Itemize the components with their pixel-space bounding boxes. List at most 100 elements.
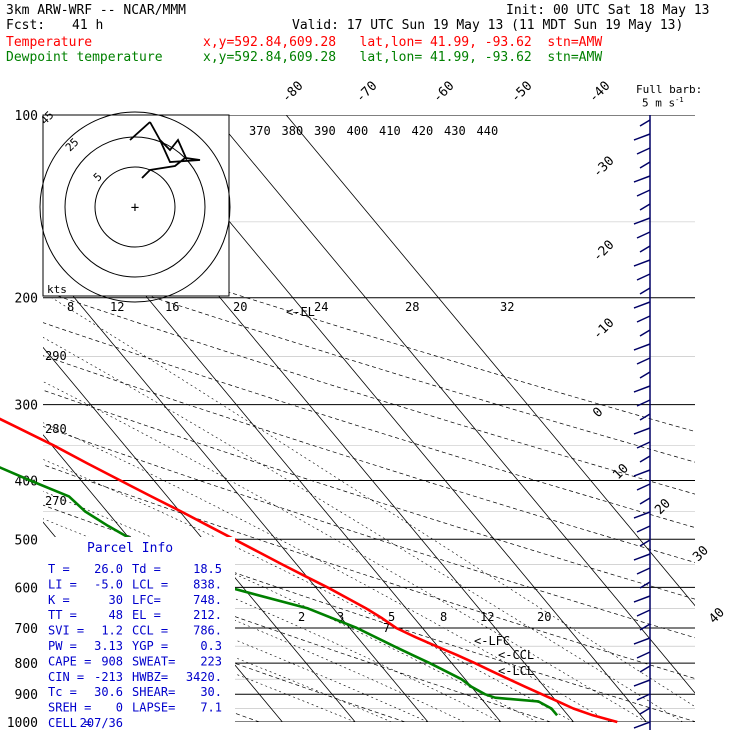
wind-barb <box>633 637 651 645</box>
wind-barb <box>636 273 651 281</box>
parcel-row-4-col-1: 1.2 <box>101 624 123 638</box>
wind-barb <box>636 567 651 575</box>
parcel-row-4-col-2: CCL = <box>132 624 168 638</box>
wind-barb <box>639 581 651 589</box>
hodograph-ring <box>64 136 206 278</box>
theta-e-label: 410 <box>379 124 401 138</box>
parcel-row-8-col-1: 30.6 <box>94 685 123 699</box>
wind-barb <box>633 133 651 141</box>
temp-tick-right: 40 <box>706 605 728 627</box>
wind-barb <box>633 721 651 729</box>
dry-adiabat <box>43 322 695 528</box>
mixing-ratio-top: 32 <box>500 300 514 314</box>
mixing-ratio-top: 16 <box>165 300 179 314</box>
mixing-ratio-top: 12 <box>110 300 124 314</box>
parcel-row-2-col-1: 30 <box>109 593 123 607</box>
dry-adiabat-label: 270 <box>45 494 67 508</box>
barb-legend-value: 5 m s-1 <box>642 95 684 109</box>
wind-barb <box>636 693 651 701</box>
wind-barb <box>636 525 651 533</box>
wind-barb <box>636 357 651 365</box>
theta-e-label: 380 <box>282 124 304 138</box>
parcel-row-6-col-3: 223 <box>200 654 222 668</box>
wind-barb <box>639 287 651 295</box>
wind-barb <box>633 217 651 225</box>
wind-barb <box>633 301 651 309</box>
pressure-tick-100: 100 <box>15 109 38 124</box>
moist-adiabat <box>43 598 356 722</box>
hodograph-units: kts <box>47 283 67 296</box>
wind-barb <box>636 651 651 659</box>
wind-barb <box>639 203 651 211</box>
isotherm <box>43 346 356 722</box>
parcel-row-0-col-1: 26.0 <box>94 562 123 576</box>
temp-tick-top: -40 <box>586 79 613 106</box>
hodograph-trace <box>129 121 201 179</box>
theta-e-label: 420 <box>412 124 434 138</box>
wind-barb <box>636 399 651 407</box>
parcel-row-6-col-1: 908 <box>101 654 123 668</box>
wind-barb <box>636 315 651 323</box>
parcel-row-3-col-0: TT = <box>48 608 77 622</box>
wind-barb <box>639 119 651 127</box>
temp-tick-right: 20 <box>652 496 674 518</box>
parcel-row-5-col-0: PW = <box>48 639 77 653</box>
parcel-row-4-col-0: SVI = <box>48 624 84 638</box>
mixing-ratio-top: 20 <box>233 300 247 314</box>
temp-tick-right: 10 <box>610 461 632 483</box>
mixing-ratio-bottom: 5 <box>388 610 395 624</box>
wind-barbs <box>633 115 651 730</box>
pressure-tick-400: 400 <box>15 474 38 489</box>
legend-dewpoint: Dewpoint temperature <box>6 50 163 65</box>
parcel-row-1-col-3: 838. <box>193 577 222 591</box>
marker-ccl: <-CCL <box>498 648 534 662</box>
pressure-tick-700: 700 <box>15 622 38 637</box>
temp-tick-right: -10 <box>590 316 617 343</box>
pressure-tick-300: 300 <box>15 399 38 414</box>
theta-e-label: 440 <box>477 124 499 138</box>
wind-barb <box>639 329 651 337</box>
parcel-row-8-col-3: 30. <box>200 685 222 699</box>
pressure-tick-500: 500 <box>15 533 38 548</box>
parcel-row-2-col-0: K = <box>48 593 70 607</box>
parcel-row-2-col-2: LFC= <box>132 593 161 607</box>
parcel-row-3-col-2: EL = <box>132 608 161 622</box>
dry-adiabat-label: 290 <box>45 349 67 363</box>
wind-barb <box>639 539 651 547</box>
wind-barb <box>633 469 651 477</box>
temp-tick-top: -70 <box>353 79 380 106</box>
barb-legend-title: Full barb: <box>636 83 703 96</box>
moist-adiabat <box>43 337 683 722</box>
wind-barb <box>633 175 651 183</box>
parcel-row-5-col-3: 0.3 <box>200 639 222 653</box>
parcel-row-4-col-3: 786. <box>193 624 222 638</box>
wind-barb <box>639 371 651 379</box>
wind-barb <box>633 259 651 267</box>
parcel-row-2-col-3: 748. <box>193 593 222 607</box>
pressure-tick-1000: 1000 <box>7 716 38 731</box>
moist-adiabat <box>43 542 465 722</box>
parcel-row-7-col-1: -213 <box>94 670 123 684</box>
parcel-row-8-col-2: SHEAR= <box>132 685 175 699</box>
mixing-ratio-top: 28 <box>405 300 419 314</box>
parcel-row-1-col-1: -5.0 <box>94 577 123 591</box>
parcel-row-0-col-2: Td = <box>132 562 161 576</box>
legend-dewpoint-info: x,y=592.84,609.28 lat,lon= 41.99, -93.62… <box>203 50 603 65</box>
parcel-row-7-col-3: 3420. <box>186 670 222 684</box>
marker-lfc: <-LFC <box>474 634 510 648</box>
barb-legend-speed: 5 m s <box>642 96 676 110</box>
parcel-row-0-col-3: 18.5 <box>193 562 222 576</box>
wind-barb <box>639 623 651 631</box>
wind-barb <box>633 595 651 603</box>
temp-tick-top: -80 <box>279 79 306 106</box>
parcel-row-8-col-0: Tc = <box>48 685 77 699</box>
dry-adiabat <box>43 389 695 600</box>
parcel-row-9-col-3: 7.1 <box>200 701 222 715</box>
legend-temperature-info: x,y=592.84,609.28 lat,lon= 41.99, -93.62… <box>203 35 603 50</box>
parcel-row-6-col-2: SWEAT= <box>132 654 175 668</box>
theta-e-label: 390 <box>314 124 336 138</box>
temp-tick-right: 0 <box>590 405 606 421</box>
mixing-ratio-bottom: 8 <box>440 610 447 624</box>
